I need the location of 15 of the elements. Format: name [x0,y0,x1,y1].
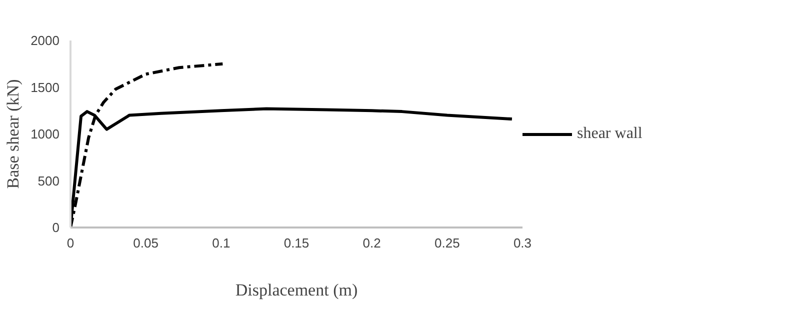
x-tick-label: 0.2 [362,236,381,250]
y-tick-label: 1000 [30,126,60,142]
y-axis-title: Base shear (kN) [4,79,23,189]
y-tick-label: 0 [52,220,60,235]
y-tick-label: 1500 [30,80,60,95]
x-tick-label: 0.15 [284,236,310,250]
x-tick-label: 0.1 [212,236,230,250]
x-tick-label: 0.3 [513,236,532,250]
x-tick-label: 0.05 [133,236,158,250]
legend-label: shear wall [577,124,642,142]
y-tick-label: 2000 [30,33,60,48]
x-axis-title: Displacement (m) [235,280,358,300]
y-tick-label: 500 [38,173,60,188]
x-tick-label: 0 [66,236,74,250]
x-tick-label: 0.25 [434,236,460,250]
